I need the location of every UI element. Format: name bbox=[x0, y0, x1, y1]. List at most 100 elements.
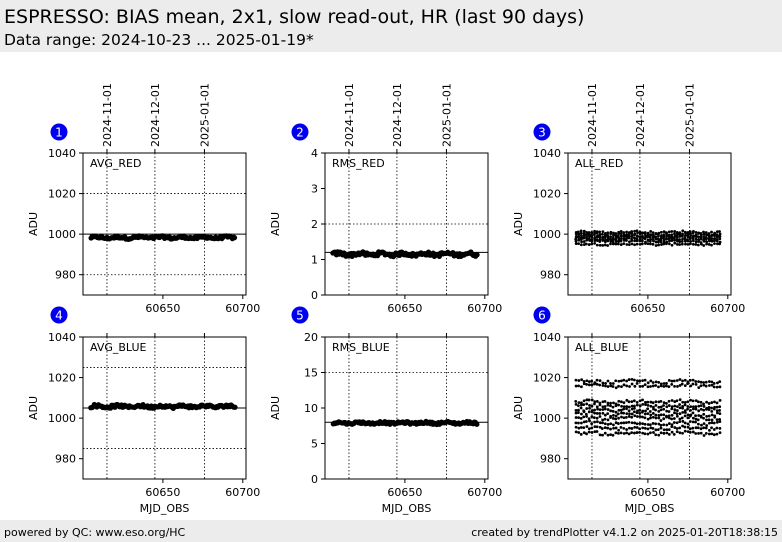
data-point bbox=[683, 425, 687, 429]
data-point bbox=[708, 428, 711, 432]
data-point bbox=[579, 229, 583, 233]
data-point bbox=[657, 414, 661, 417]
data-point bbox=[641, 398, 644, 402]
x-axis-label: MJD_OBS bbox=[382, 502, 432, 515]
data-point bbox=[659, 431, 663, 435]
data-point bbox=[702, 237, 706, 241]
data-point bbox=[662, 385, 666, 388]
series-segment bbox=[658, 401, 661, 403]
data-point bbox=[710, 421, 714, 425]
series-segment bbox=[586, 411, 590, 415]
y-axis-label: ADU bbox=[269, 396, 282, 420]
data-point bbox=[625, 428, 629, 431]
data-point bbox=[670, 230, 674, 233]
x-tick-label: 60650 bbox=[387, 302, 422, 315]
data-point bbox=[702, 422, 706, 426]
data-point bbox=[633, 421, 637, 425]
data-point bbox=[590, 398, 594, 402]
data-point bbox=[672, 421, 676, 424]
panel-badge bbox=[291, 123, 309, 141]
data-point bbox=[646, 423, 650, 426]
data-point bbox=[644, 234, 647, 238]
data-point bbox=[654, 433, 658, 437]
data-point bbox=[617, 408, 621, 412]
data-point bbox=[654, 244, 658, 247]
series-segment bbox=[674, 416, 678, 419]
header-band: ESPRESSO: BIAS mean, 2x1, slow read-out,… bbox=[0, 0, 782, 52]
data-point bbox=[633, 404, 636, 408]
data-point bbox=[678, 431, 682, 435]
data-point bbox=[649, 413, 653, 417]
data-point bbox=[646, 385, 650, 389]
data-point bbox=[603, 243, 607, 247]
series-segment bbox=[634, 383, 638, 387]
data-point bbox=[651, 384, 655, 388]
data-point bbox=[598, 433, 602, 437]
data-point bbox=[638, 422, 642, 425]
data-point bbox=[606, 244, 610, 247]
series-segment bbox=[642, 432, 645, 435]
data-point bbox=[587, 398, 591, 402]
series-segment bbox=[631, 383, 636, 387]
data-point bbox=[692, 230, 695, 233]
y-tick-label: 1020 bbox=[533, 372, 561, 385]
panel-label: AVG_RED bbox=[90, 157, 141, 170]
data-point bbox=[617, 416, 620, 420]
data-point bbox=[699, 231, 703, 235]
data-point bbox=[598, 401, 602, 405]
data-point bbox=[654, 422, 658, 426]
data-point bbox=[579, 416, 583, 420]
data-point bbox=[694, 405, 698, 409]
date-tick-label: 2024-12-01 bbox=[634, 83, 647, 147]
data-point bbox=[654, 384, 658, 387]
data-point bbox=[692, 416, 695, 420]
data-point bbox=[579, 234, 583, 238]
data-point bbox=[574, 235, 578, 238]
data-point bbox=[617, 379, 621, 383]
series-segment bbox=[709, 235, 712, 238]
panel-badge bbox=[533, 123, 551, 141]
data-point bbox=[699, 384, 703, 388]
data-point bbox=[716, 381, 719, 385]
data-point bbox=[684, 242, 687, 246]
data-point bbox=[609, 381, 612, 385]
chart-panel-5: 5 0 5 10 15 20 60650 60700 MJD_OBS ADU RMS_BLUE bbox=[269, 306, 502, 515]
data-point bbox=[616, 242, 620, 246]
data-point bbox=[630, 421, 634, 425]
series-segment bbox=[698, 405, 702, 407]
data-point bbox=[651, 231, 655, 234]
panel-label: RMS_BLUE bbox=[332, 341, 390, 354]
data-point bbox=[707, 380, 711, 383]
data-point bbox=[712, 421, 716, 425]
chart-panel-4: 4 980 1000 1020 1040 60650 60700 MJD_OBS ADU AVG_… bbox=[27, 306, 260, 515]
data-point bbox=[646, 407, 650, 411]
data-point bbox=[598, 383, 602, 387]
data-point bbox=[587, 237, 591, 241]
data-point bbox=[643, 383, 647, 387]
data-point bbox=[633, 378, 636, 382]
data-point bbox=[718, 230, 721, 233]
data-point bbox=[718, 240, 722, 244]
series-segment bbox=[589, 380, 592, 382]
data-point bbox=[718, 380, 722, 384]
series-segment bbox=[632, 408, 635, 410]
data-point bbox=[574, 242, 578, 246]
series-segment bbox=[580, 407, 584, 411]
data-point bbox=[584, 412, 588, 416]
data-point bbox=[585, 432, 588, 436]
y-tick-label: 1000 bbox=[533, 412, 561, 425]
data-point bbox=[627, 400, 631, 404]
data-point bbox=[593, 430, 597, 434]
data-point bbox=[580, 378, 584, 382]
data-point bbox=[689, 236, 692, 240]
data-point bbox=[670, 430, 674, 434]
data-point bbox=[686, 238, 689, 242]
data-point bbox=[641, 422, 644, 425]
data-point bbox=[635, 382, 639, 385]
data-point bbox=[609, 433, 613, 437]
series-segment bbox=[576, 231, 579, 233]
data-point bbox=[638, 430, 641, 434]
data-point bbox=[577, 384, 580, 388]
panel-badge bbox=[50, 123, 68, 141]
data-point bbox=[662, 238, 666, 242]
